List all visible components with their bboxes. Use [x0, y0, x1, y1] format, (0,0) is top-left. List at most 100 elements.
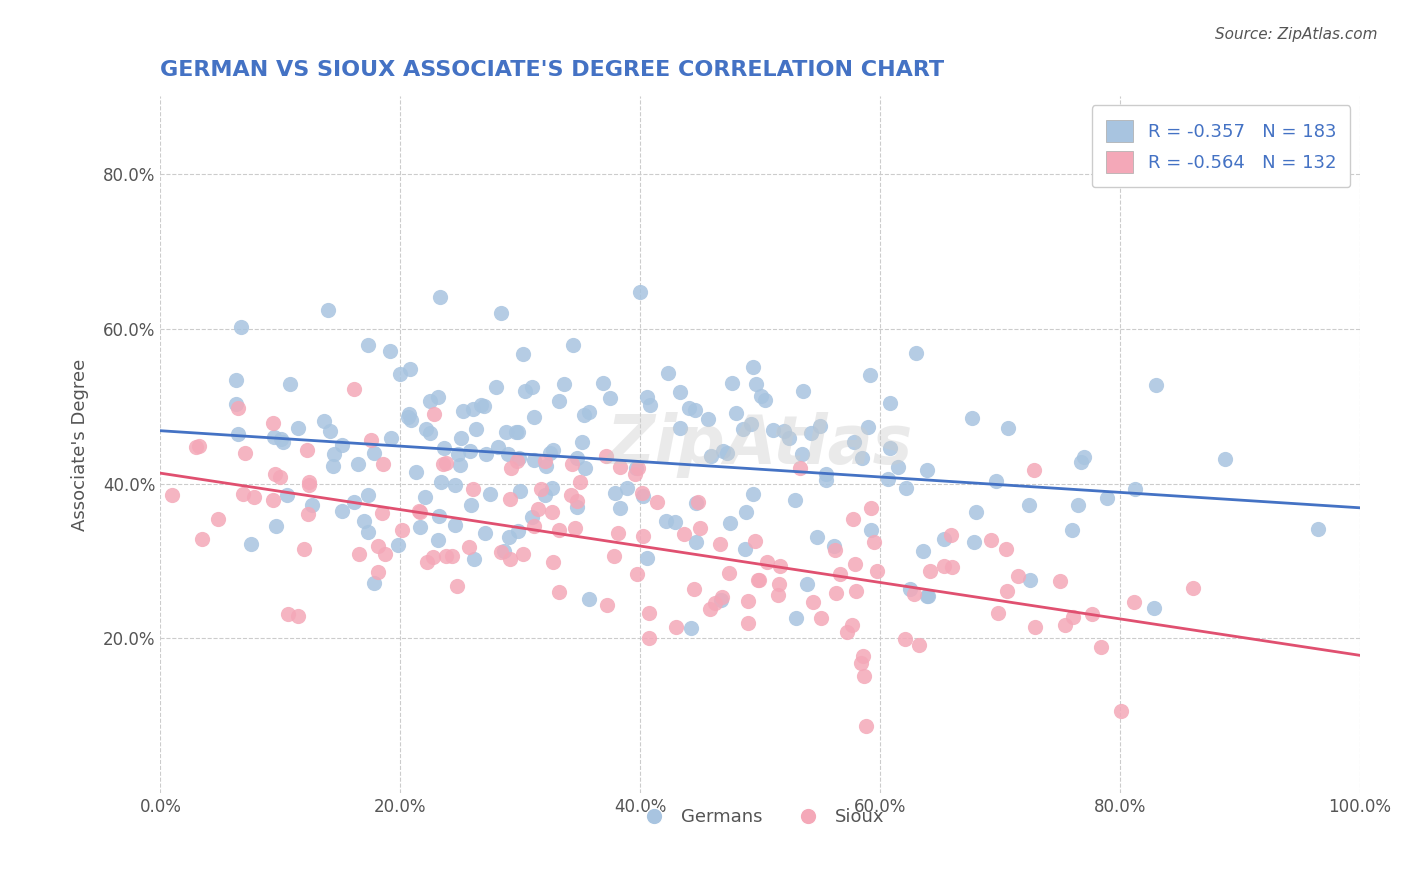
Germans: [740, 417, 762, 431]
Sioux: [461, 483, 484, 497]
Sioux: [561, 458, 583, 472]
Sioux: [737, 616, 759, 631]
Germans: [541, 481, 564, 495]
Germans: [636, 390, 658, 404]
Germans: [447, 447, 470, 461]
Sioux: [489, 545, 512, 559]
Germans: [498, 530, 520, 544]
Germans: [578, 591, 600, 606]
Sioux: [849, 657, 872, 671]
Germans: [443, 478, 465, 492]
Germans: [520, 510, 543, 524]
Sioux: [994, 541, 1017, 556]
Sioux: [825, 586, 848, 600]
Germans: [965, 505, 987, 519]
Sioux: [803, 595, 825, 609]
Germans: [851, 451, 873, 466]
Germans: [280, 376, 302, 391]
Sioux: [367, 566, 389, 580]
Sioux: [371, 457, 394, 471]
Germans: [785, 492, 807, 507]
Germans: [963, 534, 986, 549]
Germans: [301, 498, 323, 512]
Sioux: [547, 585, 569, 599]
Sioux: [603, 549, 626, 563]
Sioux: [627, 461, 650, 475]
Germans: [429, 290, 451, 304]
Germans: [458, 443, 481, 458]
Sioux: [235, 446, 257, 460]
Germans: [859, 368, 882, 383]
Sioux: [631, 529, 654, 543]
Sioux: [371, 506, 394, 520]
Germans: [264, 519, 287, 533]
Germans: [461, 401, 484, 416]
Germans: [915, 589, 938, 603]
Sioux: [717, 566, 740, 581]
Sioux: [1007, 569, 1029, 583]
Sioux: [1181, 581, 1204, 595]
Germans: [696, 412, 718, 426]
Sioux: [841, 512, 863, 526]
Sioux: [262, 416, 284, 430]
Germans: [475, 447, 498, 461]
Germans: [685, 496, 707, 510]
Sioux: [609, 459, 631, 474]
Sioux: [360, 433, 382, 447]
Germans: [678, 401, 700, 416]
Sioux: [292, 542, 315, 557]
Germans: [609, 501, 631, 516]
Sioux: [789, 461, 811, 475]
Germans: [470, 398, 492, 412]
Germans: [1213, 451, 1236, 466]
Germans: [664, 516, 686, 530]
Germans: [474, 400, 496, 414]
Germans: [231, 320, 253, 334]
Sioux: [506, 454, 529, 468]
Sioux: [162, 488, 184, 502]
Germans: [734, 541, 756, 556]
Sioux: [859, 501, 882, 516]
Sioux: [1049, 574, 1071, 588]
Germans: [631, 489, 654, 503]
Sioux: [747, 573, 769, 587]
Sioux: [1062, 609, 1084, 624]
Germans: [378, 343, 401, 358]
Germans: [287, 420, 309, 434]
Sioux: [541, 555, 564, 569]
Sioux: [1022, 463, 1045, 477]
Germans: [603, 486, 626, 500]
Sioux: [1080, 607, 1102, 621]
Sioux: [569, 475, 592, 489]
Sioux: [408, 504, 430, 518]
Text: ZipAtlas: ZipAtlas: [607, 412, 912, 478]
Germans: [823, 539, 845, 553]
Sioux: [434, 549, 457, 563]
Sioux: [673, 527, 696, 541]
Germans: [742, 486, 765, 500]
Sioux: [1024, 620, 1046, 634]
Germans: [808, 419, 831, 434]
Germans: [534, 458, 557, 473]
Germans: [636, 551, 658, 566]
Germans: [1306, 522, 1329, 536]
Sioux: [391, 523, 413, 537]
Sioux: [932, 558, 955, 573]
Sioux: [540, 505, 562, 519]
Germans: [489, 306, 512, 320]
Sioux: [441, 549, 464, 564]
Germans: [401, 413, 423, 427]
Germans: [773, 424, 796, 438]
Sioux: [1123, 595, 1146, 609]
Germans: [398, 407, 420, 421]
Germans: [463, 551, 485, 566]
Germans: [523, 410, 546, 425]
Germans: [796, 576, 818, 591]
Sioux: [1109, 704, 1132, 718]
Germans: [276, 488, 298, 502]
Germans: [520, 380, 543, 394]
Germans: [860, 523, 883, 537]
Sioux: [527, 502, 550, 516]
Germans: [669, 421, 692, 435]
Sioux: [269, 470, 291, 484]
